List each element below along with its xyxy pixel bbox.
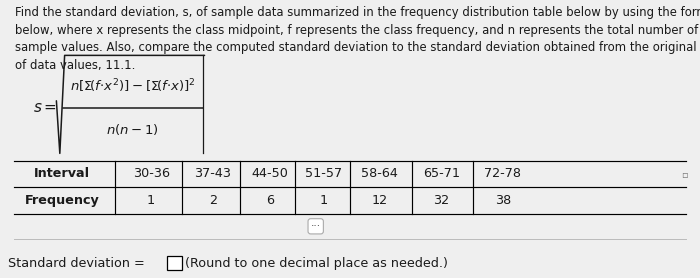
Text: 32: 32	[433, 193, 449, 207]
Text: (Round to one decimal place as needed.): (Round to one decimal place as needed.)	[185, 257, 448, 270]
Text: $n\left[\Sigma\!\left(f{\cdot}x^2\right)\right]-\left[\Sigma\!\left(f{\cdot}x\ri: $n\left[\Sigma\!\left(f{\cdot}x^2\right)…	[70, 78, 195, 95]
Text: below, where x represents the class midpoint, f represents the class frequency, : below, where x represents the class midp…	[15, 24, 699, 37]
Text: Standard deviation =: Standard deviation =	[8, 257, 149, 270]
Text: 1: 1	[320, 193, 328, 207]
Text: ▫: ▫	[681, 169, 687, 179]
Text: 30-36: 30-36	[132, 167, 169, 180]
Text: 44-50: 44-50	[251, 167, 288, 180]
Text: Frequency: Frequency	[25, 193, 99, 207]
Text: of data values, 11.1.: of data values, 11.1.	[15, 59, 136, 72]
Text: 6: 6	[266, 193, 274, 207]
Text: 37-43: 37-43	[195, 167, 231, 180]
Text: 2: 2	[209, 193, 217, 207]
Text: 38: 38	[495, 193, 511, 207]
Text: 65-71: 65-71	[423, 167, 460, 180]
Text: 58-64: 58-64	[361, 167, 398, 180]
Text: Interval: Interval	[34, 167, 90, 180]
Text: ···: ···	[311, 221, 321, 231]
Text: 12: 12	[372, 193, 388, 207]
Text: Find the standard deviation, s, of sample data summarized in the frequency distr: Find the standard deviation, s, of sampl…	[15, 6, 700, 19]
Text: 51-57: 51-57	[305, 167, 342, 180]
Text: 72-78: 72-78	[484, 167, 522, 180]
Text: sample values. Also, compare the computed standard deviation to the standard dev: sample values. Also, compare the compute…	[15, 41, 700, 54]
Text: $n(n-1)$: $n(n-1)$	[106, 122, 159, 137]
Text: 1: 1	[147, 193, 155, 207]
Text: $s=$: $s=$	[33, 100, 57, 115]
